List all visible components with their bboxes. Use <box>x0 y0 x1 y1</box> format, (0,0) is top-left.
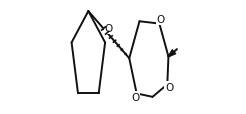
Text: O: O <box>105 24 113 34</box>
Text: O: O <box>165 82 173 92</box>
Text: O: O <box>131 92 139 102</box>
Text: O: O <box>156 15 165 25</box>
